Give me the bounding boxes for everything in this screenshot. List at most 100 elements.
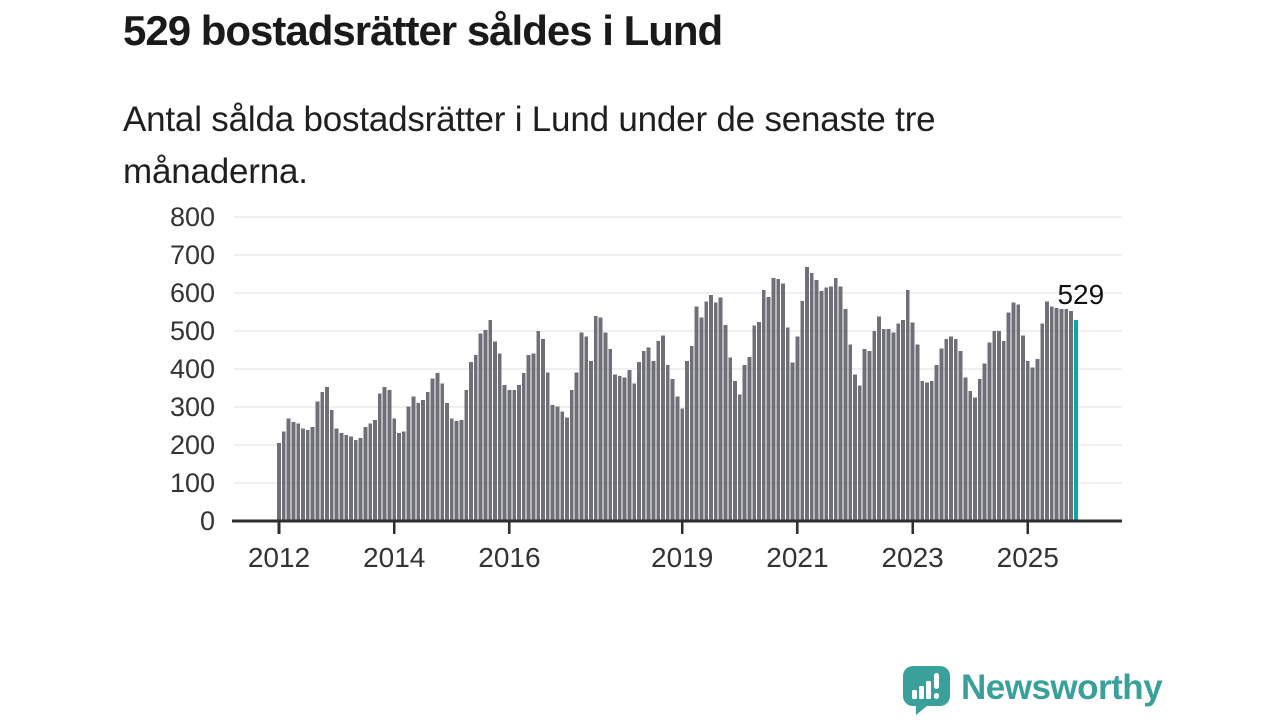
bar: [1040, 323, 1045, 521]
bar: [425, 391, 430, 521]
bar: [368, 423, 373, 521]
bar: [689, 345, 694, 521]
newsworthy-logo: Newsworthy: [903, 665, 1163, 715]
bar: [613, 374, 617, 521]
bar: [627, 370, 632, 521]
bar: [430, 378, 435, 521]
bar: [281, 431, 286, 521]
bar: [670, 378, 675, 521]
bar: [766, 296, 771, 521]
bar: [733, 381, 737, 521]
bar: [771, 277, 776, 521]
bar: [886, 329, 891, 521]
bar: [867, 351, 872, 521]
y-axis-tick-label: 500: [170, 316, 215, 346]
bar: [814, 280, 819, 521]
bar: [781, 283, 785, 521]
bar: [891, 332, 896, 521]
bar: [286, 418, 291, 521]
bar: [493, 341, 497, 521]
bar: [584, 336, 589, 521]
bar: [560, 411, 565, 521]
bar: [325, 386, 329, 521]
x-axis-tick-label: 2025: [997, 542, 1059, 573]
bar: [440, 383, 445, 521]
bar: [502, 384, 507, 521]
bar: [944, 338, 949, 521]
chart-header: 529 bostadsrätter såldes i Lund Antal så…: [123, 6, 1103, 197]
bar-chart-svg: 0 100 200 300 400 500 600 700 800 2012 2014 2016 201…: [170, 202, 1122, 573]
bar: [1021, 335, 1025, 521]
bar: [469, 361, 473, 521]
bar: [920, 381, 925, 521]
bar: [699, 317, 704, 521]
bar: [709, 294, 713, 521]
bar: [473, 354, 478, 521]
bar: [853, 374, 857, 521]
bar: [1001, 340, 1006, 521]
bar: [565, 417, 569, 521]
bar: [589, 361, 593, 521]
bar: [934, 365, 939, 521]
x-axis-tick-label: 2014: [363, 542, 425, 573]
bar: [973, 397, 977, 521]
bar: [637, 361, 641, 521]
bar: [651, 361, 656, 521]
bar: [353, 440, 358, 521]
bar: [968, 391, 973, 521]
speech-bubble-bar-chart-icon: [903, 665, 950, 715]
bar: [334, 428, 339, 521]
bar: [310, 426, 315, 521]
bar: [843, 308, 848, 521]
bar: [392, 418, 397, 521]
bar: [929, 381, 934, 521]
bar: [320, 391, 325, 521]
bar: [819, 291, 824, 521]
bar: [872, 331, 877, 521]
bar: [661, 335, 665, 521]
bar: [1059, 308, 1064, 521]
bar: [997, 331, 1001, 521]
bar: [555, 406, 560, 521]
bar: [406, 406, 411, 521]
bar: [488, 319, 493, 521]
bar: [296, 423, 301, 521]
bar: [512, 389, 517, 521]
bar: [694, 306, 699, 521]
bar: [598, 317, 603, 521]
bar: [454, 421, 459, 521]
bar: [329, 410, 334, 521]
bar: [833, 277, 838, 521]
bar: [416, 403, 421, 521]
bar: [411, 396, 416, 521]
bar: [925, 382, 929, 521]
bar: [805, 266, 809, 521]
bar: [713, 302, 718, 521]
y-axis-tick-label: 400: [170, 354, 215, 384]
bar: [656, 340, 661, 521]
bar: [704, 301, 709, 521]
x-axis-tick-label: 2012: [248, 542, 310, 573]
bar: [382, 386, 387, 521]
bar: [574, 372, 579, 521]
bar: [752, 325, 757, 521]
y-axis-tick-label: 200: [170, 430, 215, 460]
bar: [445, 403, 449, 521]
bar: [277, 443, 281, 521]
bar: [641, 351, 646, 521]
bar: [877, 316, 881, 521]
bar: [723, 324, 728, 521]
y-axis-tick-label: 600: [170, 278, 215, 308]
bar: [862, 348, 867, 521]
bar: [632, 383, 637, 521]
y-axis-tick-label: 0: [200, 506, 215, 536]
bar: [541, 338, 545, 521]
bar: [421, 400, 425, 521]
bar: [397, 433, 401, 521]
bar: [1025, 361, 1030, 521]
bar: [742, 365, 747, 521]
bar: [358, 438, 363, 521]
bar: [1030, 367, 1035, 521]
bar: [622, 377, 627, 521]
bar: [363, 426, 368, 521]
